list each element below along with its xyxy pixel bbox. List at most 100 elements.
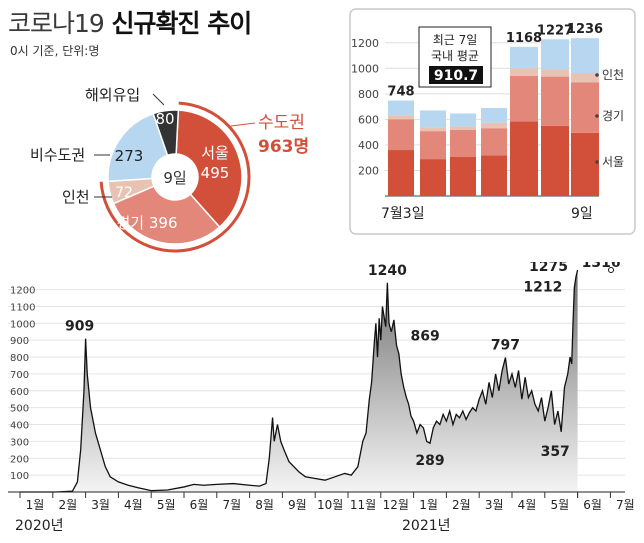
inset-bar-segment-incheon [420,127,446,132]
inset-bar-segment-non-capital [571,38,599,74]
main-x-tick-label: 12월 [383,498,409,512]
incheon-value: 72 [115,185,133,201]
year-label-2020: 2020년 [15,518,64,534]
main-annotation: 1316 [582,262,621,271]
inset-bar-segment-non-capital [481,108,507,123]
main-annotation: 1240 [368,263,407,279]
imported-label: 해외유입 [85,86,140,104]
main-x-tick-label: 5월 [550,498,569,512]
main-x-tick-label: 1월 [419,498,438,512]
main-x-tick-label: 7월 [222,498,241,512]
main-x-tick-label: 6월 [190,498,209,512]
avg-callout-line2: 국내 평균 [431,49,479,63]
inset-bar-segment-gyeonggi [450,129,476,157]
inset-bar-segment-gyeonggi [510,75,538,122]
main-y-tick: 500 [10,404,29,415]
imported-value: 80 [155,110,174,128]
main-y-tick: 900 [10,336,29,347]
avg-callout-value-bg [429,66,483,84]
title-part2: 신규확진 추이 [111,9,253,38]
inset-legend: 인천 경기 서울 [595,67,624,169]
main-annotation: 357 [541,444,570,460]
inset-bar-segment-incheon [510,68,538,76]
main-y-tick: 100 [10,471,29,482]
main-annotation: 909 [65,319,94,335]
legend-dot-seoul [595,160,599,164]
cases-area [20,270,578,492]
main-annotation: 289 [415,453,444,469]
inset-bar-segment-non-capital [420,110,446,128]
avg-callout-line1: 최근 7일 [433,33,478,47]
main-x-tick-label: 2월 [452,498,471,512]
inset-bars [388,38,599,196]
inset-bar-segment-non-capital [541,39,569,70]
main-x-tick-label: 5월 [157,498,176,512]
main-y-tick: 1000 [10,319,35,330]
main-x-tick-label: 2월 [58,498,77,512]
inset-bar-segment-gyeonggi [571,82,599,133]
capital-area-arc [99,101,251,253]
main-x-ticks: 1월 2월 3월 4월 5월 6월 7월 8월 9월 10월 11월 12월 1월 2월 3월 4월 5월 6월 7… [19,492,635,512]
donut-slices [107,109,243,245]
inset-bar-segment-seoul [571,132,599,196]
inset-bar-segment-gyeonggi [541,76,569,126]
inset-bar-segment-seoul [420,159,446,196]
main-annotation: 869 [411,328,440,344]
legend-incheon: 인천 [602,67,624,82]
inset-y-tick: 1000 [351,62,379,75]
main-x-tick-label: 3월 [91,498,110,512]
inset-bar-segment-non-capital [450,113,476,127]
inset-bar-segment-seoul [481,155,507,196]
inset-y-tick: 400 [358,139,379,152]
inset-total-label: 748 [387,84,414,99]
legend-gyeonggi: 경기 [602,109,624,123]
main-y-tick: 1200 [10,286,35,297]
non-capital-label: 비수도권 [30,146,85,164]
legend-dot-gyeonggi [595,114,599,118]
main-x-tick-label: 7월 [616,498,635,512]
main-y-tick: 300 [10,437,29,448]
incheon-label: 인천 [62,188,90,206]
inset-bar-segment-incheon [450,126,476,130]
main-x-tick-label: 4월 [124,498,143,512]
page-title: 코로나19 신규확진 추이 [8,4,253,40]
inset-bar-segment-incheon [388,115,414,120]
donut-slice-gyeonggi [112,185,221,245]
inset-y-tick: 200 [358,164,379,177]
imported-leader [152,93,165,106]
main-area-chart: 120011001000900800700600500400300200100 … [8,262,635,534]
donut-center-label: 9일 [163,169,186,187]
legend-dot-incheon [595,73,599,77]
main-x-tick-label: 4월 [518,498,537,512]
main-x-tick-label: 11월 [350,498,376,512]
inset-total-label: 1236 [567,22,603,37]
inset-bar-segment-incheon [481,122,507,129]
inset-bar-segment-seoul [388,150,414,196]
inset-bar-segment-gyeonggi [481,128,507,156]
inset-bar-segment-seoul [510,121,538,196]
non-capital-value: 273 [115,147,144,165]
inset-bar-segment-gyeonggi [420,131,446,160]
main-y-tick: 600 [10,387,29,398]
gyeonggi-label: 경기 396 [117,214,178,232]
donut-hole [152,154,198,200]
inset-x-start: 7월3일 [381,206,425,222]
inset-y-tick: 800 [358,88,379,101]
seoul-label: 서울 [201,144,229,162]
main-x-tick-label: 9월 [288,498,307,512]
main-y-tick: 400 [10,421,29,432]
inset-bar-segment-non-capital [388,100,414,116]
inset-bar-segment-incheon [571,73,599,83]
seoul-value: 495 [201,164,230,182]
inset-total-label: 1168 [506,31,542,46]
legend-seoul: 서울 [602,155,624,169]
main-x-tick-label: 8월 [255,498,274,512]
year-label-2021: 2021년 [402,518,451,534]
inset-total-label: 1227 [537,23,573,38]
main-annotations: 909 1240 869 289 797 357 1212 1275 1316 [65,262,621,469]
avg-callout-value: 910.7 [434,68,478,84]
capital-area-label: 수도권 [258,113,305,133]
inset-bar-segment-seoul [450,156,476,196]
main-annotation: 797 [491,338,520,354]
